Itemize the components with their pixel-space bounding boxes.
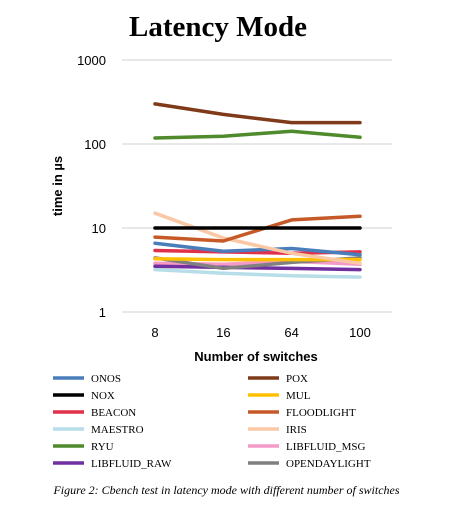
y-tick-label: 100 bbox=[84, 137, 106, 152]
legend-label: LIBFLUID_RAW bbox=[91, 458, 172, 470]
x-tick-label: 16 bbox=[216, 325, 230, 340]
legend-label: LIBFLUID_MSG bbox=[286, 441, 366, 453]
x-tick-label: 64 bbox=[284, 325, 298, 340]
series-line bbox=[153, 264, 362, 272]
legend-label: ONOS bbox=[91, 373, 121, 385]
series-line bbox=[153, 267, 362, 279]
series-lines bbox=[153, 102, 362, 279]
y-axis-label: time in µs bbox=[50, 156, 65, 216]
figure-caption: Figure 2: Cbench test in latency mode wi… bbox=[53, 483, 400, 497]
series-line bbox=[153, 241, 362, 257]
x-tick-labels: 8 16 64 100 bbox=[151, 325, 370, 340]
series-line bbox=[153, 214, 362, 243]
legend-label: NOX bbox=[91, 390, 115, 402]
legend-label: MAESTRO bbox=[91, 424, 144, 436]
legend-label: IRIS bbox=[286, 424, 307, 436]
y-tick-label: 10 bbox=[92, 221, 106, 236]
legend-label: POX bbox=[286, 373, 308, 385]
y-tick-label: 1000 bbox=[77, 53, 106, 68]
y-tick-label: 1 bbox=[99, 305, 106, 320]
x-tick-label: 100 bbox=[349, 325, 371, 340]
x-axis-label: Number of switches bbox=[194, 349, 318, 364]
legend-label: MUL bbox=[286, 390, 311, 402]
chart-title: Latency Mode bbox=[129, 11, 307, 43]
series-line bbox=[153, 129, 362, 140]
legend-label: OPENDAYLIGHT bbox=[286, 458, 371, 470]
legend-label: FLOODLIGHT bbox=[286, 407, 356, 419]
series-line bbox=[153, 211, 362, 266]
latency-chart: Latency Mode 1 10 100 1000 8 16 64 100 time in… bbox=[50, 11, 392, 470]
legend-label: BEACON bbox=[91, 407, 136, 419]
series-line bbox=[153, 102, 362, 125]
x-tick-label: 8 bbox=[151, 325, 158, 340]
legend: ONOS POX NOX MUL BEACON FLOODLIGHT MAESTRO IRIS… bbox=[53, 373, 371, 470]
y-tick-labels: 1 10 100 1000 bbox=[77, 53, 106, 320]
legend-label: RYU bbox=[91, 441, 114, 453]
